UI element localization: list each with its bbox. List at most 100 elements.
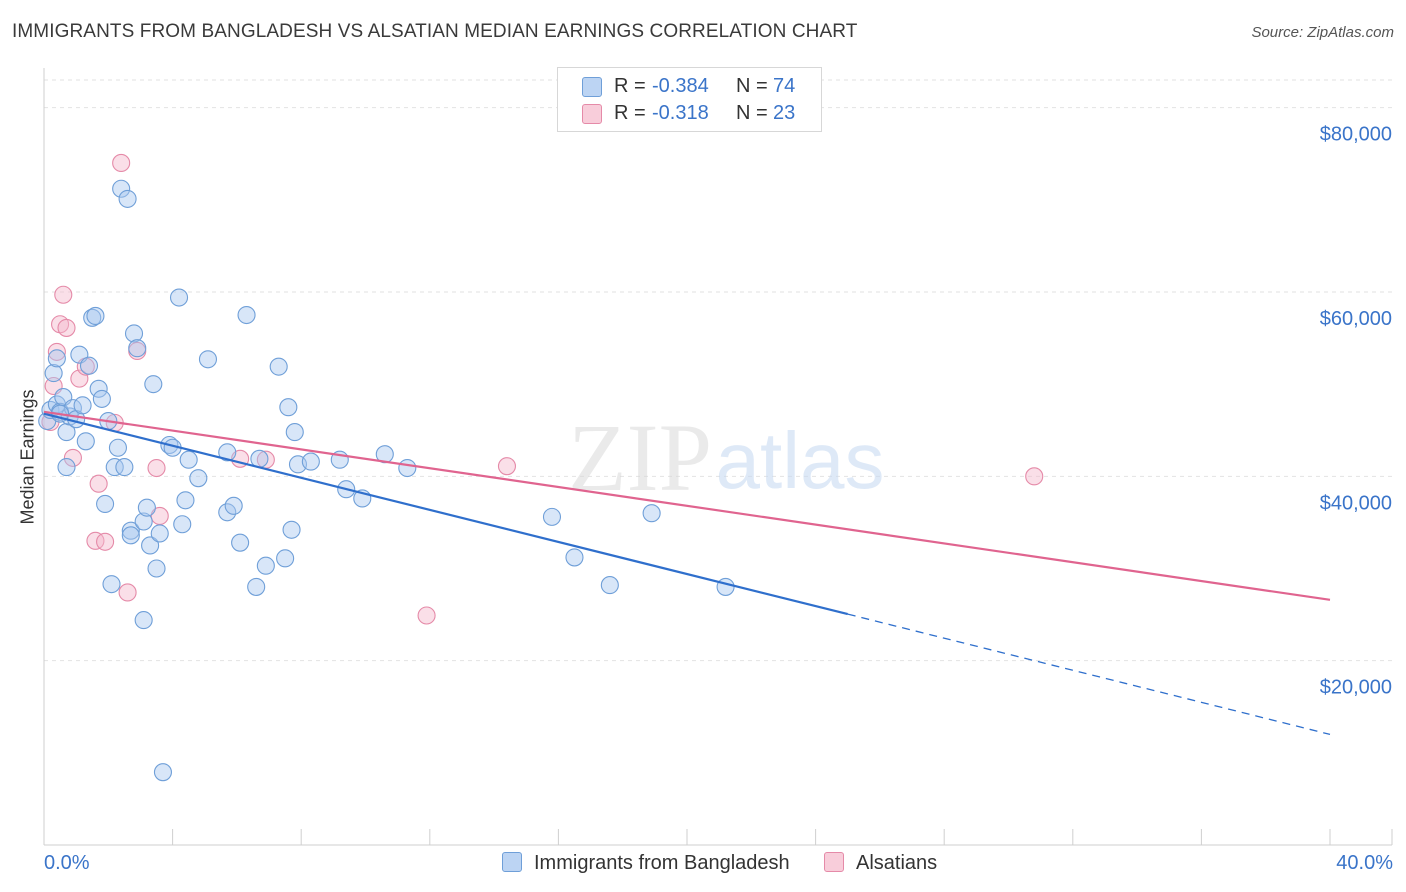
bangladesh-point — [57, 458, 76, 477]
gridlines — [44, 79, 1392, 662]
legend-n-value: 74 — [773, 75, 796, 97]
bangladesh-point — [231, 533, 250, 552]
bottom-legend-swatch-pink — [824, 852, 844, 872]
bangladesh-point — [398, 458, 417, 478]
watermark-zip: ZIP — [568, 404, 712, 511]
y-tick-label: $20,000 — [1320, 677, 1392, 699]
bangladesh-point — [276, 549, 295, 568]
bangladesh-point — [57, 423, 76, 442]
chart-title: IMMIGRANTS FROM BANGLADESH VS ALSATIAN M… — [12, 21, 858, 42]
bangladesh-point — [108, 438, 127, 457]
legend-n-label: N = — [736, 102, 768, 124]
alsatian-point — [86, 531, 105, 550]
bangladesh-point — [118, 189, 137, 208]
bangladesh-point — [150, 524, 169, 543]
bottom-legend-label: Alsatians — [856, 852, 938, 874]
bangladesh-point — [237, 305, 256, 325]
bangladesh-point — [105, 458, 124, 477]
bangladesh-point — [285, 423, 304, 442]
bottom-legend-swatch-blue — [502, 852, 522, 872]
bangladesh-point — [173, 515, 192, 534]
legend-n-label: N = — [736, 75, 768, 97]
bangladesh-point — [247, 577, 266, 596]
bangladesh-point — [83, 308, 102, 327]
bangladesh-point — [218, 443, 237, 462]
bangladesh-point — [86, 306, 105, 326]
bottom-legend-label: Immigrants from Bangladesh — [534, 852, 790, 874]
alsatian-point — [497, 457, 517, 476]
alsatian-point — [112, 153, 131, 173]
bangladesh-point — [76, 432, 95, 451]
bangladesh-point — [256, 556, 275, 575]
legend-r-label: R = — [614, 102, 646, 124]
bangladesh-point — [269, 357, 288, 376]
bangladesh-point — [301, 452, 320, 471]
legend-r-value: -0.384 — [652, 75, 709, 97]
bangladesh-point — [153, 763, 173, 782]
y-tick-label: $40,000 — [1320, 492, 1392, 514]
chart-source: Source: ZipAtlas.com — [1251, 24, 1394, 41]
bangladesh-point — [96, 494, 115, 514]
axes — [43, 68, 1393, 846]
alsatian-point — [57, 318, 76, 337]
alsatian-point — [63, 448, 82, 467]
y-tick-label: $80,000 — [1320, 124, 1392, 146]
bangladesh-point — [144, 375, 163, 394]
alsatians-points — [41, 153, 1044, 625]
y-axis-title: Median Earnings — [17, 389, 38, 525]
bangladesh-points — [38, 179, 735, 782]
alsatian-point — [1025, 467, 1044, 486]
alsatian-point — [417, 606, 436, 625]
legend-r-value: -0.318 — [652, 102, 709, 124]
bangladesh-point — [642, 504, 661, 523]
bangladesh-point — [279, 398, 298, 417]
bangladesh-point — [189, 469, 208, 488]
bangladesh-point — [92, 389, 111, 408]
alsatian-point — [89, 474, 108, 493]
bangladesh-point — [112, 179, 131, 198]
alsatian-point — [118, 583, 137, 602]
bangladesh-point — [169, 288, 189, 307]
bangladesh-point — [218, 503, 237, 522]
legend-swatch-pink — [582, 104, 602, 124]
bangladesh-point — [73, 396, 92, 415]
bangladesh-point — [716, 577, 735, 596]
bangladesh-point — [128, 339, 147, 358]
y-tick-label: $60,000 — [1320, 308, 1392, 330]
bangladesh-point — [137, 498, 156, 517]
bangladesh-point — [121, 521, 140, 540]
stats-legend: R = -0.384 N = 74 R = -0.318 N = 23 — [557, 67, 822, 132]
bottom-legend-bangladesh: Immigrants from Bangladesh — [502, 852, 790, 875]
legend-r-label: R = — [614, 75, 646, 97]
alsatian-point — [96, 532, 115, 551]
bangladesh-point — [179, 450, 198, 469]
bangladesh-point — [134, 611, 153, 630]
legend-swatch-blue — [582, 77, 602, 97]
bangladesh-point — [102, 575, 121, 594]
bangladesh-point — [147, 559, 166, 578]
bangladesh-point — [282, 520, 301, 539]
bangladesh-point — [565, 548, 584, 567]
bangladesh-point — [600, 576, 619, 595]
bangladesh-point — [115, 458, 134, 477]
bangladesh-point — [44, 364, 63, 383]
trendline-bangladesh — [43, 412, 849, 616]
trendline-bangladesh-extension — [847, 613, 1331, 736]
x-tick-label-min: 0.0% — [44, 852, 90, 874]
bangladesh-point — [141, 536, 160, 555]
alsatian-point — [47, 342, 66, 361]
bangladesh-point — [89, 379, 108, 398]
bangladesh-point — [542, 507, 562, 526]
bangladesh-point — [121, 526, 140, 545]
legend-n-value: 23 — [773, 102, 796, 124]
watermark-atlas: atlas — [716, 416, 885, 505]
trendline-alsatians — [43, 410, 1331, 601]
bangladesh-point — [124, 324, 144, 343]
bangladesh-point — [134, 512, 153, 531]
alsatian-point — [54, 285, 73, 304]
trendlines — [43, 410, 1331, 736]
bangladesh-point — [47, 349, 66, 368]
y-tick-labels: $20,000 $40,000 $60,000 $80,000 — [1320, 124, 1392, 699]
x-tick-label-max: 40.0% — [1336, 852, 1393, 874]
